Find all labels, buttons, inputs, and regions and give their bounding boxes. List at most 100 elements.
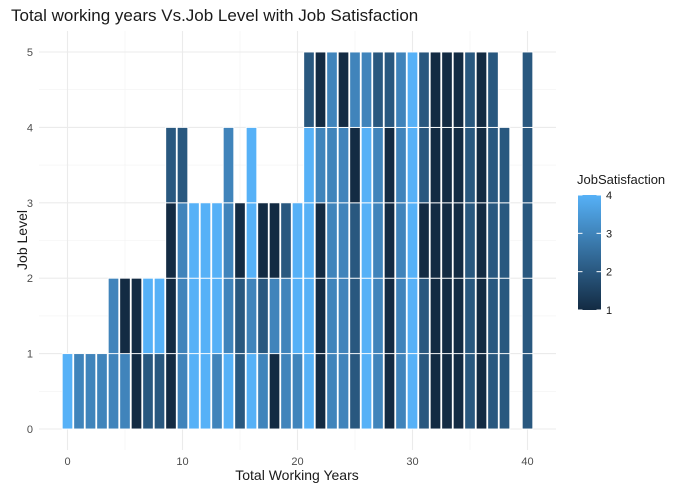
- bar-segment: [234, 277, 246, 355]
- bar-segment: [337, 353, 350, 430]
- bar-segment: [314, 353, 327, 430]
- bar-segment: [475, 51, 488, 128]
- bar-segment: [280, 353, 292, 430]
- bar-segment: [395, 277, 407, 355]
- bar-segment: [452, 202, 465, 279]
- bar-segment: [441, 353, 453, 430]
- bar-segment: [372, 202, 384, 279]
- bar-segment: [383, 353, 396, 430]
- bar-segment: [337, 126, 350, 204]
- bar-segment: [360, 51, 373, 128]
- bar-segment: [245, 353, 258, 430]
- bar-segment: [441, 51, 453, 128]
- bar-segment: [222, 126, 235, 204]
- bar-segment: [337, 277, 350, 355]
- bar-segment: [326, 353, 338, 430]
- bar-segment: [349, 277, 361, 355]
- bar-segment: [188, 277, 200, 355]
- y-tick-label: 5: [27, 47, 33, 59]
- bar-segment: [521, 202, 534, 279]
- bar-segment: [326, 51, 338, 128]
- bar-segment: [452, 277, 465, 355]
- bar-segment: [521, 51, 534, 128]
- bar-segment: [383, 126, 396, 204]
- bar-segment: [395, 202, 407, 279]
- legend-tick-label: 4: [606, 190, 612, 202]
- x-tick-label: 40: [521, 456, 533, 468]
- bar-segment: [464, 51, 476, 128]
- bar-segment: [142, 353, 154, 430]
- bar-segment: [337, 51, 350, 128]
- bar-segment: [234, 202, 246, 279]
- bar-segment: [337, 202, 350, 279]
- bar-segment: [406, 353, 419, 430]
- bar-segment: [176, 126, 189, 204]
- bar-segment: [61, 353, 74, 430]
- bar-segment: [314, 202, 327, 279]
- bar-segment: [222, 277, 235, 355]
- bar-segment: [280, 202, 292, 279]
- bar-segment: [475, 277, 488, 355]
- bar-segment: [303, 353, 315, 430]
- bar-segment: [521, 277, 534, 355]
- bar-segment: [383, 51, 396, 128]
- bar-segment: [165, 277, 177, 355]
- bar-segment: [268, 202, 281, 279]
- bar-segment: [429, 202, 442, 279]
- bar-segment: [464, 353, 476, 430]
- bar-segment: [107, 277, 120, 355]
- bar-segment: [257, 277, 269, 355]
- bar-segment: [372, 126, 384, 204]
- x-tick-label: 10: [176, 456, 188, 468]
- bar-segment: [188, 202, 200, 279]
- bar-segment: [119, 277, 131, 355]
- bar-segment: [176, 353, 189, 430]
- bar-segment: [245, 126, 258, 204]
- x-tick-label: 20: [291, 456, 303, 468]
- bar-segment: [521, 126, 534, 204]
- bar-segment: [487, 202, 499, 279]
- bar-segment: [395, 126, 407, 204]
- bar-segment: [452, 126, 465, 204]
- legend-tick-label: 3: [606, 228, 612, 240]
- y-tick-label: 2: [27, 273, 33, 285]
- y-tick-label: 1: [27, 349, 33, 361]
- bar-segment: [222, 202, 235, 279]
- bar-segment: [383, 277, 396, 355]
- bar-segment: [303, 126, 315, 204]
- legend-tick-label: 1: [606, 305, 612, 317]
- bar-segment: [429, 126, 442, 204]
- bar-segment: [406, 202, 419, 279]
- bar-segment: [349, 126, 361, 204]
- bar-segment: [360, 126, 373, 204]
- bar-segment: [188, 353, 200, 430]
- bar-segment: [360, 277, 373, 355]
- legend-title: JobSatisfaction: [577, 172, 666, 187]
- bar-segment: [487, 353, 499, 430]
- bar-segment: [257, 353, 269, 430]
- bar-segment: [418, 202, 430, 279]
- bar-segment: [153, 277, 166, 355]
- bar-segment: [211, 353, 223, 430]
- bar-segment: [441, 202, 453, 279]
- bar-segment: [119, 353, 131, 430]
- bar-segment: [406, 51, 419, 128]
- bar-segment: [199, 277, 212, 355]
- bar-segment: [498, 126, 511, 204]
- bar-segment: [452, 51, 465, 128]
- bar-segment: [326, 126, 338, 204]
- bar-segment: [211, 277, 223, 355]
- bar-segment: [130, 353, 143, 430]
- bar-segment: [268, 353, 281, 430]
- bar-segment: [487, 126, 499, 204]
- bar-segment: [498, 202, 511, 279]
- bar-segment: [199, 353, 212, 430]
- bar-segment: [372, 277, 384, 355]
- bar-segment: [418, 277, 430, 355]
- bar-segment: [429, 353, 442, 430]
- bar-segment: [395, 353, 407, 430]
- bar-segment: [268, 277, 281, 355]
- bar-segment: [418, 126, 430, 204]
- legend-colorbar: [578, 195, 601, 310]
- bar-segment: [372, 51, 384, 128]
